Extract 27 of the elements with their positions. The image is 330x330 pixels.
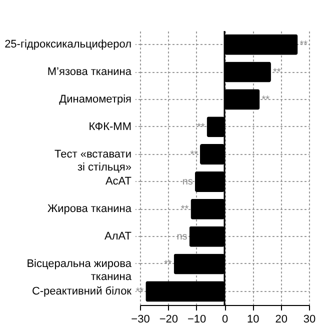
y-tick-label: Тест «вставати зі стільця» [54,148,132,174]
x-tick-label: 20 [275,314,288,326]
y-tick-label: Динамометрія [59,93,132,106]
y-tick-label: Жирова тканина [47,203,132,216]
x-tick-label: 30 [303,314,316,326]
annotation: ** [300,40,308,51]
annotation: ns [176,232,188,243]
annotation: ** [196,122,205,133]
x-tick-label: −30 [131,314,150,326]
annotation: ** [136,286,144,298]
y-tick-label: М’язова тканина [47,66,132,78]
y-tick-label: Вісцеральна жирова тканина [26,258,132,283]
annotation: ** [164,258,172,270]
annotation: ** [180,204,189,216]
x-tick-label: 10 [247,314,260,326]
y-tick-label: 25-гідроксикальциферол [4,38,132,51]
annotation: ** [272,67,281,78]
x-tick-label: −20 [159,314,178,326]
y-tick-label: КФК-ММ [88,120,132,133]
y-tick-label: АсАТ [105,176,132,188]
x-tick-label: 0 [222,314,228,326]
annotation: ** [262,94,270,106]
y-tick-label: С-реактивний білок [32,285,132,298]
annotation: ns [182,176,193,188]
x-tick-label: −10 [187,314,206,326]
y-tick-label: АлАТ [104,230,132,243]
annotation: ** [190,149,198,160]
